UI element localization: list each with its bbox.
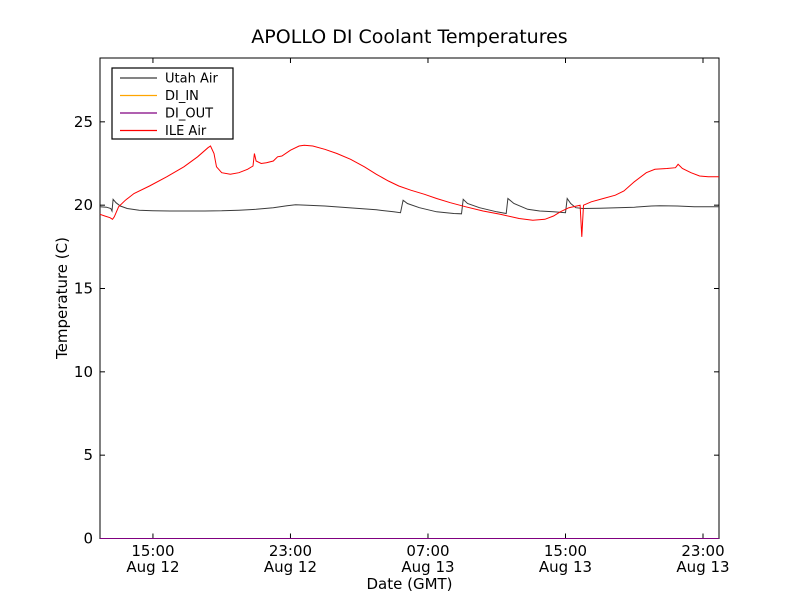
x-tick-time-label: 23:00 [269, 542, 312, 560]
y-tick-label: 25 [74, 113, 93, 131]
x-tick-time-label: 15:00 [544, 542, 587, 560]
y-axis-label: Temperature (C) [53, 237, 71, 359]
chart-title: APOLLO DI Coolant Temperatures [251, 26, 568, 48]
y-tick-label: 0 [83, 530, 93, 548]
legend-label: DI_OUT [165, 107, 213, 122]
y-tick-label: 10 [74, 363, 93, 381]
x-axis-label: Date (GMT) [366, 575, 453, 593]
x-tick-date-label: Aug 13 [676, 558, 729, 576]
legend-label: Utah Air [165, 72, 218, 87]
legend-label: DI_IN [165, 89, 199, 104]
y-tick-label: 15 [74, 280, 93, 298]
y-tick-label: 5 [83, 446, 93, 464]
x-tick-time-label: 15:00 [131, 542, 174, 560]
x-tick-time-label: 23:00 [681, 542, 724, 560]
x-tick-date-label: Aug 13 [539, 558, 592, 576]
x-tick-date-label: Aug 13 [401, 558, 454, 576]
series-ile-air [99, 144, 719, 237]
x-tick-time-label: 07:00 [406, 542, 449, 560]
legend-label: ILE Air [165, 124, 207, 139]
x-tick-date-label: Aug 12 [264, 558, 317, 576]
x-tick-date-label: Aug 12 [126, 558, 179, 576]
series-utah-air [99, 197, 719, 215]
legend-box [111, 67, 234, 140]
y-tick-label: 20 [74, 196, 93, 214]
